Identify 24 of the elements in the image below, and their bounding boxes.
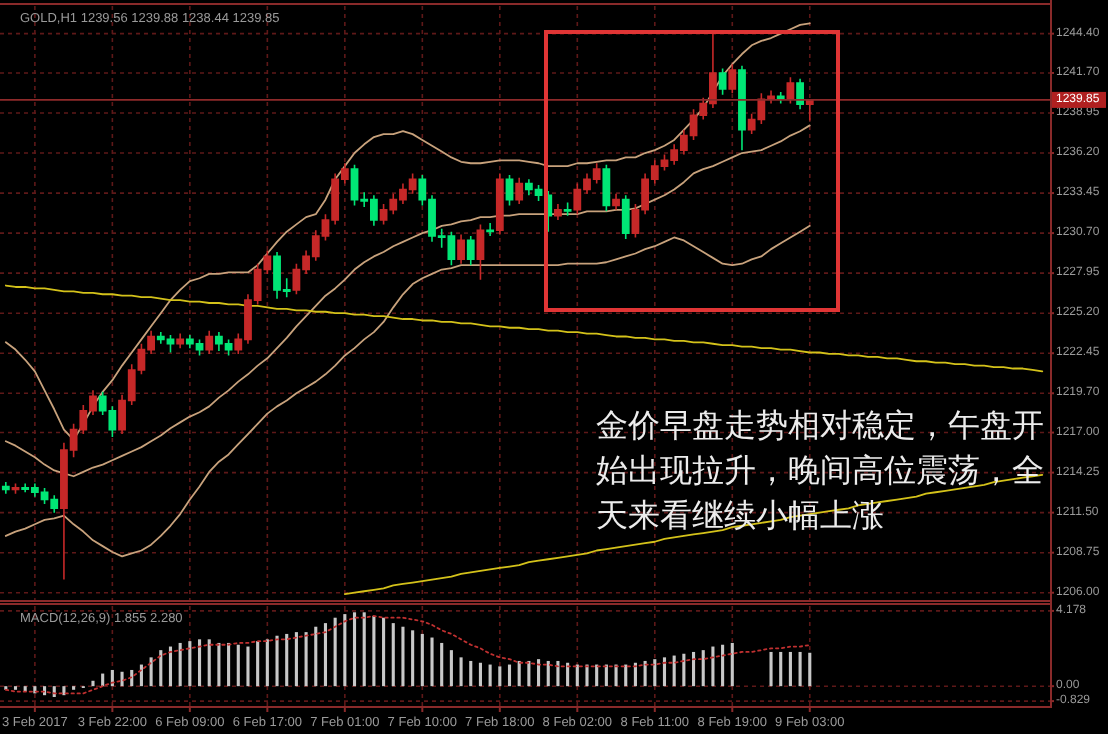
candlestick [176,332,185,349]
candlestick [11,482,20,495]
candlestick [738,64,746,151]
candlestick [796,77,804,111]
candlestick [728,63,737,95]
candlestick [621,194,630,240]
candlestick [563,201,572,217]
candlestick [776,91,785,105]
candlestick [466,235,475,266]
candlestick [205,329,214,355]
candlestick [486,222,495,237]
candlestick [554,203,562,221]
line-series [4,615,811,695]
candlestick [515,176,524,205]
candlestick [602,163,611,213]
candlestick [476,223,485,281]
candlestick [505,174,514,207]
candlestick [495,172,504,236]
candlestick [718,67,727,96]
candlestick [1,481,10,495]
candlestick [457,233,465,265]
candlestick [805,98,814,122]
candlestick [612,193,620,211]
line-series [4,284,1044,373]
